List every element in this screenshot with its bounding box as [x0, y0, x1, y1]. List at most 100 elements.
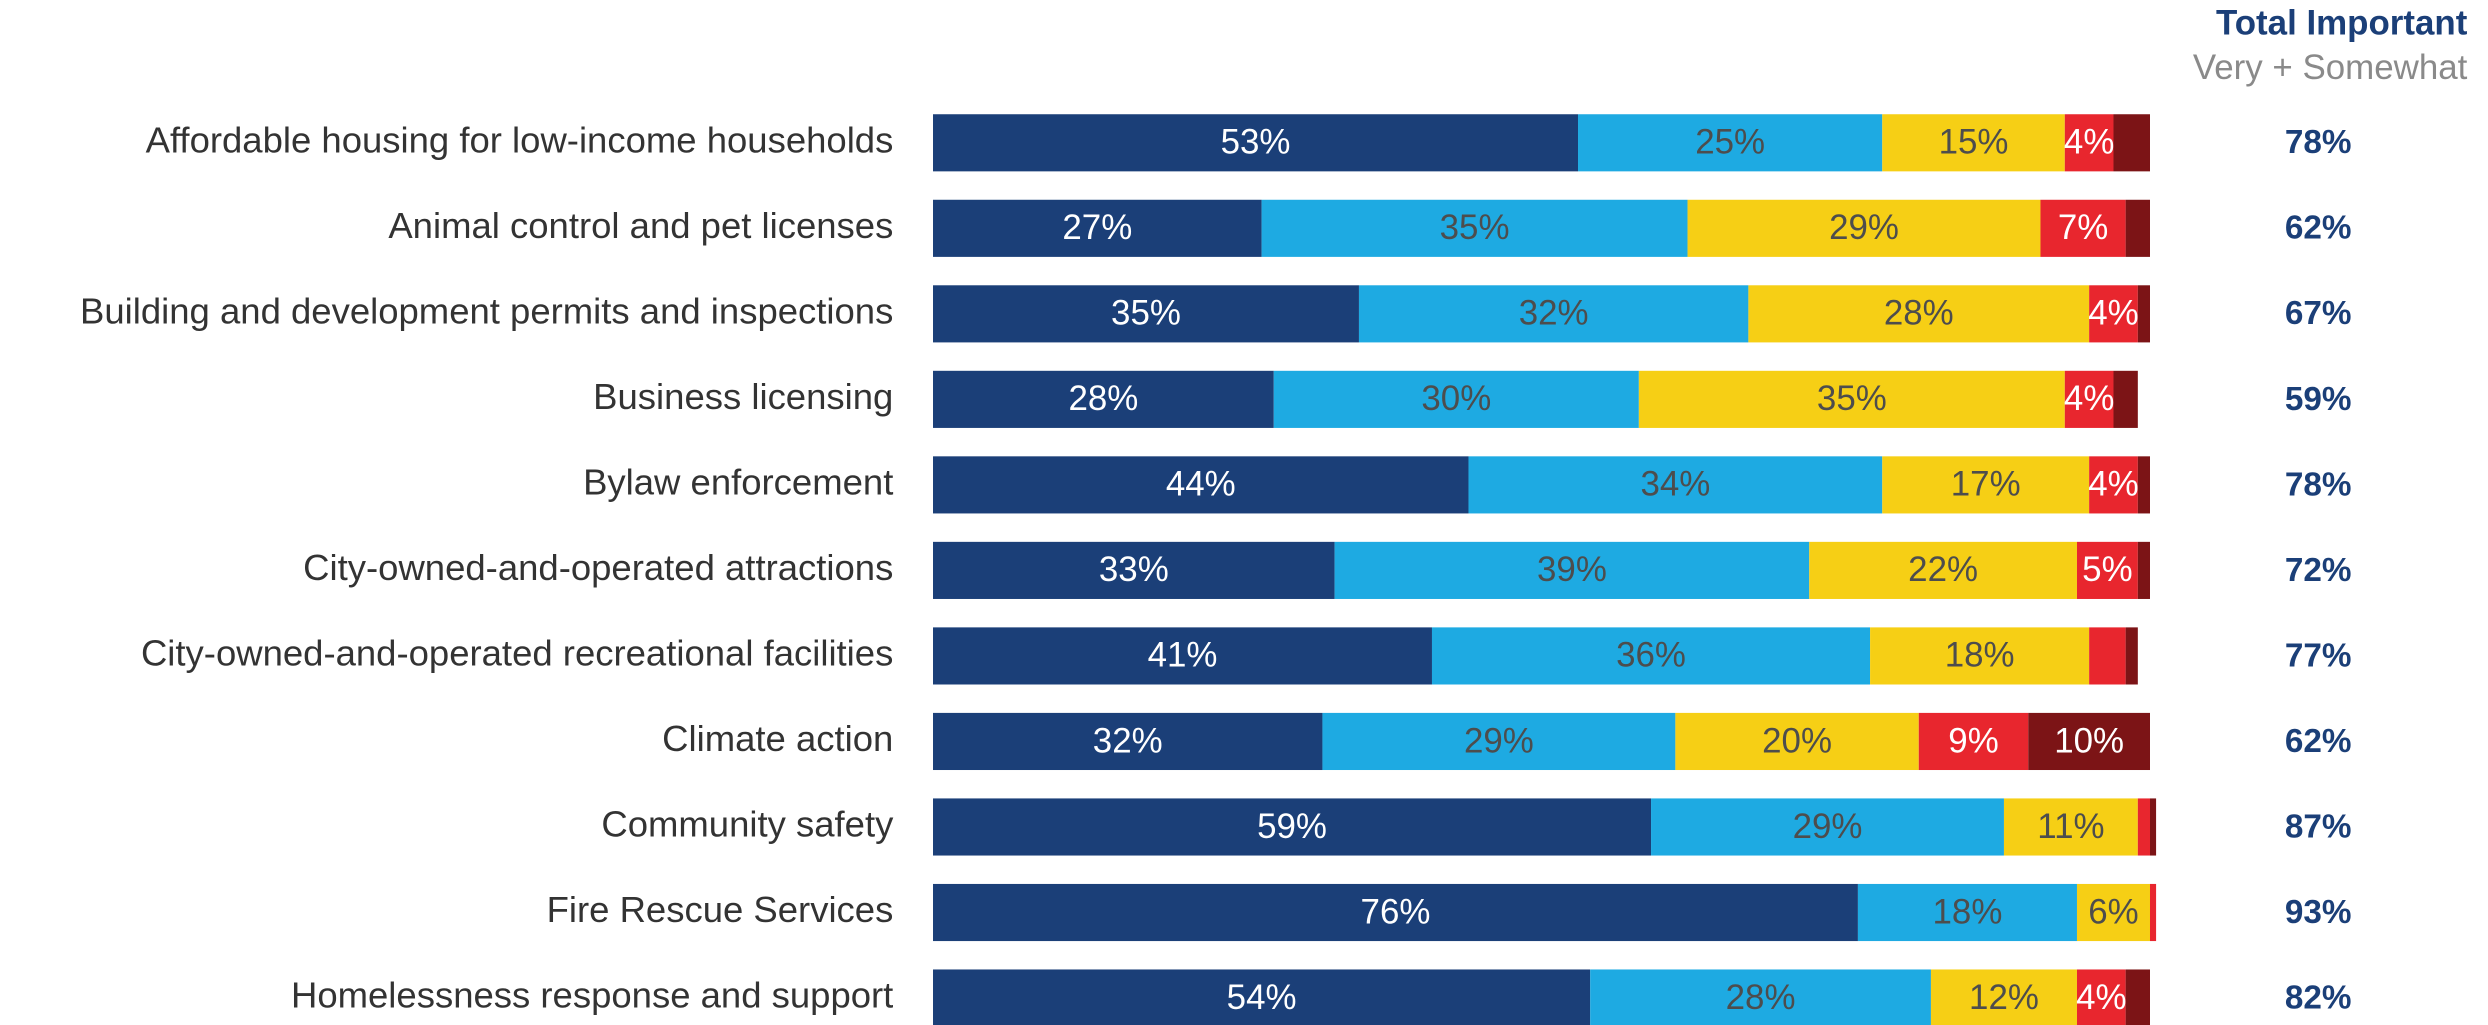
value-label: 76% [1361, 892, 1431, 931]
value-label: 29% [1793, 807, 1863, 846]
bar-segment [933, 541, 1335, 599]
bar-segment [2064, 370, 2114, 428]
total-label: 93% [2285, 894, 2352, 931]
value-label: 5% [2082, 550, 2132, 589]
bar-segment [2137, 798, 2150, 856]
total-label: 62% [2285, 210, 2352, 247]
total-label: 59% [2285, 381, 2352, 418]
value-label: 18% [1933, 892, 2003, 931]
total-label: 72% [2285, 552, 2352, 589]
bar-segment [2089, 627, 2126, 685]
category-label: Bylaw enforcement [583, 462, 893, 503]
bar-segment [2113, 370, 2138, 428]
value-label: 4% [2076, 978, 2126, 1017]
bar-segment [1687, 199, 2041, 257]
value-label: 4% [2088, 465, 2138, 504]
value-label: 22% [1908, 550, 1978, 589]
category-label: City-owned-and-operated recreational fac… [141, 633, 893, 674]
total-label: 77% [2285, 637, 2352, 674]
value-label: 28% [1884, 294, 1954, 333]
bar-segment [1334, 541, 1810, 599]
bar-segment [2003, 798, 2138, 856]
total-label: 82% [2285, 979, 2352, 1016]
bar-segment [1882, 456, 2090, 514]
value-label: 44% [1166, 465, 1236, 504]
bar-segment [1273, 370, 1639, 428]
bar-segment [933, 456, 1469, 514]
bar-segment [2076, 969, 2126, 1025]
bar-segment [1638, 370, 2065, 428]
value-label: 12% [1969, 978, 2039, 1017]
value-label: 4% [2064, 123, 2114, 162]
total-label: 67% [2285, 295, 2352, 332]
value-label: 27% [1062, 208, 1132, 247]
value-label: 28% [1068, 379, 1138, 418]
bar-segment [2076, 883, 2150, 942]
bar-segment [933, 798, 1652, 856]
bar-segment [2089, 456, 2138, 514]
bar-segment [2137, 541, 2150, 599]
value-label: 35% [1440, 208, 1510, 247]
value-label: 4% [2064, 379, 2114, 418]
bar-segment [933, 285, 1359, 343]
bar-segment [933, 199, 1262, 257]
totals-subtitle: Very + Somewhat [2193, 48, 2468, 87]
value-label: 11% [2037, 807, 2104, 846]
value-label: 29% [1464, 721, 1534, 760]
category-label: Animal control and pet licenses [388, 205, 893, 246]
value-label: 15% [1939, 123, 2009, 162]
category-label: Building and development permits and ins… [80, 290, 893, 331]
total-label: 78% [2285, 466, 2352, 503]
bar-segment [1675, 712, 1919, 771]
value-label: 32% [1519, 294, 1589, 333]
value-label: 6% [2088, 892, 2138, 931]
value-label: 25% [1695, 123, 1765, 162]
value-label: 34% [1640, 465, 1710, 504]
value-label: 10% [2054, 721, 2124, 760]
category-label: Affordable housing for low-income househ… [146, 119, 894, 160]
bar-segment [1857, 883, 2077, 942]
value-label: 36% [1616, 636, 1686, 675]
bar-segment [933, 627, 1432, 685]
value-label: 4% [2088, 294, 2138, 333]
bar-segment [2089, 285, 2138, 343]
bar-segment [2064, 114, 2114, 172]
bar-segment [1578, 114, 1883, 172]
bar-segment [2137, 456, 2150, 514]
bar-segment [2125, 969, 2150, 1025]
bar-segment [1809, 541, 2077, 599]
category-label: Fire Rescue Services [547, 889, 894, 930]
value-label: 39% [1537, 550, 1607, 589]
bar-segment [1322, 712, 1676, 771]
bar-segment [1590, 969, 1931, 1025]
bar-segment [2125, 199, 2150, 257]
bar-segment [1468, 456, 1883, 514]
bar-segment [2028, 712, 2150, 771]
bar-segment [2113, 114, 2150, 172]
bar-segment [933, 712, 1323, 771]
category-label: City-owned-and-operated attractions [303, 547, 893, 588]
bar-segment [2125, 627, 2138, 685]
bar-segment [933, 114, 1579, 172]
value-label: 33% [1099, 550, 1169, 589]
value-label: 20% [1762, 721, 1832, 760]
bar-segment [2149, 798, 2157, 856]
value-label: 28% [1726, 978, 1796, 1017]
total-label: 62% [2285, 723, 2352, 760]
category-label: Climate action [662, 718, 893, 759]
value-label: 35% [1111, 294, 1181, 333]
bar-segment [1918, 712, 2029, 771]
bar-segment [1882, 114, 2065, 172]
value-label: 7% [2058, 208, 2108, 247]
total-label: 78% [2285, 124, 2352, 161]
bar-segment [1651, 798, 2004, 856]
category-label: Community safety [601, 804, 894, 845]
value-label: 9% [1948, 721, 1998, 760]
bar-segment [933, 370, 1274, 428]
value-label: 17% [1951, 465, 2021, 504]
value-label: 30% [1421, 379, 1491, 418]
bar-segment [1358, 285, 1749, 343]
bar-segment [1930, 969, 2077, 1025]
